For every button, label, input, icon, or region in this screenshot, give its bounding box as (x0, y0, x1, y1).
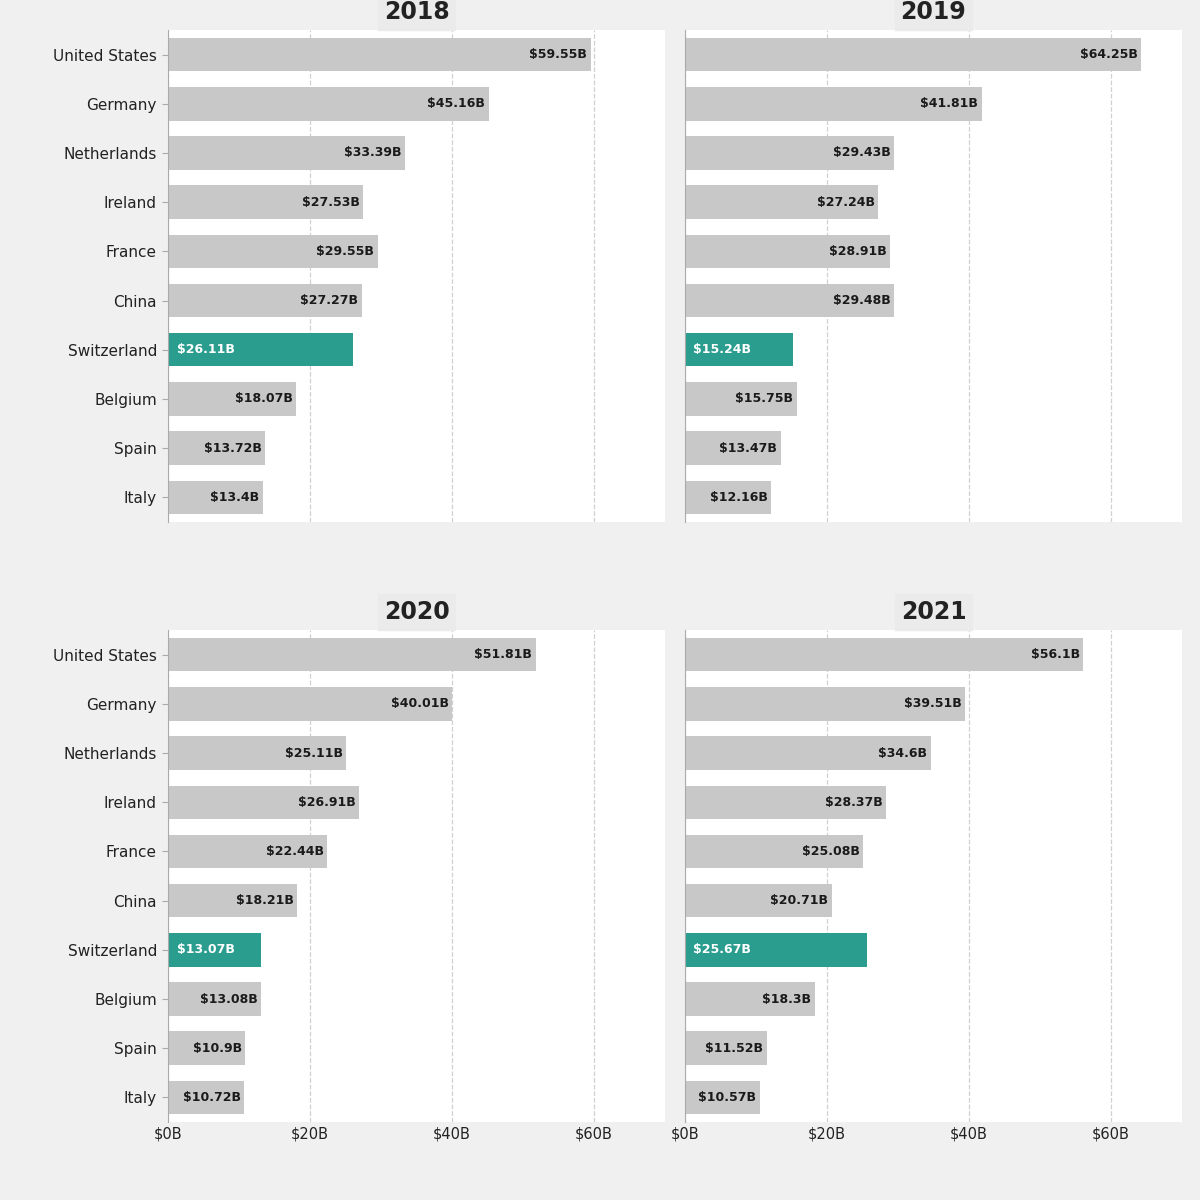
Title: 2019: 2019 (900, 0, 966, 24)
Text: $18.21B: $18.21B (236, 894, 294, 907)
Bar (685, 235, 890, 268)
Text: $13.47B: $13.47B (719, 442, 778, 455)
Text: $29.48B: $29.48B (833, 294, 890, 307)
Text: $29.55B: $29.55B (317, 245, 374, 258)
Text: $39.51B: $39.51B (904, 697, 962, 710)
Text: $33.39B: $33.39B (344, 146, 402, 160)
Text: $22.44B: $22.44B (265, 845, 324, 858)
Text: $13.08B: $13.08B (199, 992, 257, 1006)
Bar (685, 38, 1141, 71)
Bar (685, 983, 815, 1015)
Text: $45.16B: $45.16B (427, 97, 485, 110)
Bar (168, 137, 406, 169)
Text: $56.1B: $56.1B (1031, 648, 1080, 661)
Bar (168, 1081, 244, 1114)
Title: 2021: 2021 (901, 600, 966, 624)
Bar (685, 884, 832, 917)
Text: $10.72B: $10.72B (182, 1091, 240, 1104)
Bar (685, 334, 793, 366)
Text: $25.67B: $25.67B (694, 943, 751, 956)
Text: $13.4B: $13.4B (210, 491, 259, 504)
Text: $25.08B: $25.08B (802, 845, 859, 858)
Bar (168, 431, 265, 464)
Bar (168, 38, 590, 71)
Bar (168, 884, 298, 917)
Text: $27.27B: $27.27B (300, 294, 358, 307)
Text: $27.53B: $27.53B (302, 196, 360, 209)
Text: $25.11B: $25.11B (284, 746, 343, 760)
Text: $11.52B: $11.52B (706, 1042, 763, 1055)
Bar (685, 382, 797, 415)
Text: $59.55B: $59.55B (529, 48, 587, 61)
Bar (168, 88, 488, 120)
Text: $34.6B: $34.6B (878, 746, 928, 760)
Text: $10.57B: $10.57B (698, 1091, 756, 1104)
Text: $27.24B: $27.24B (817, 196, 875, 209)
Bar (168, 334, 354, 366)
Title: 2018: 2018 (384, 0, 450, 24)
Bar (685, 137, 894, 169)
Text: $18.07B: $18.07B (235, 392, 293, 406)
Text: $15.24B: $15.24B (694, 343, 751, 356)
Bar (685, 88, 982, 120)
Text: $26.91B: $26.91B (298, 796, 355, 809)
Text: $41.81B: $41.81B (920, 97, 978, 110)
Text: $28.91B: $28.91B (829, 245, 887, 258)
Bar (685, 186, 878, 218)
Text: $29.43B: $29.43B (833, 146, 890, 160)
Bar (685, 934, 868, 966)
Bar (685, 431, 780, 464)
Text: $40.01B: $40.01B (390, 697, 449, 710)
Text: $26.11B: $26.11B (176, 343, 234, 356)
Bar (685, 284, 894, 317)
Bar (168, 983, 260, 1015)
Bar (168, 284, 361, 317)
Bar (685, 1081, 760, 1114)
Bar (168, 688, 452, 721)
Text: $64.25B: $64.25B (1080, 48, 1138, 61)
Text: $20.71B: $20.71B (770, 894, 828, 907)
Text: $10.9B: $10.9B (193, 1042, 242, 1055)
Text: $18.3B: $18.3B (762, 992, 811, 1006)
Bar (168, 934, 260, 966)
Bar (168, 1032, 245, 1064)
Bar (168, 186, 364, 218)
Bar (685, 737, 931, 770)
Text: $15.75B: $15.75B (736, 392, 793, 406)
Bar (168, 835, 328, 868)
Bar (685, 638, 1084, 672)
Bar (168, 786, 359, 818)
Bar (685, 835, 863, 868)
Title: 2020: 2020 (384, 600, 450, 624)
Text: $51.81B: $51.81B (474, 648, 533, 661)
Bar (685, 480, 772, 514)
Bar (168, 480, 263, 514)
Bar (685, 786, 887, 818)
Bar (168, 638, 536, 672)
Bar (685, 688, 966, 721)
Bar (168, 737, 347, 770)
Bar (168, 235, 378, 268)
Bar (685, 1032, 767, 1064)
Text: $28.37B: $28.37B (826, 796, 883, 809)
Bar (168, 382, 296, 415)
Text: $13.07B: $13.07B (176, 943, 234, 956)
Text: $13.72B: $13.72B (204, 442, 262, 455)
Text: $12.16B: $12.16B (710, 491, 768, 504)
